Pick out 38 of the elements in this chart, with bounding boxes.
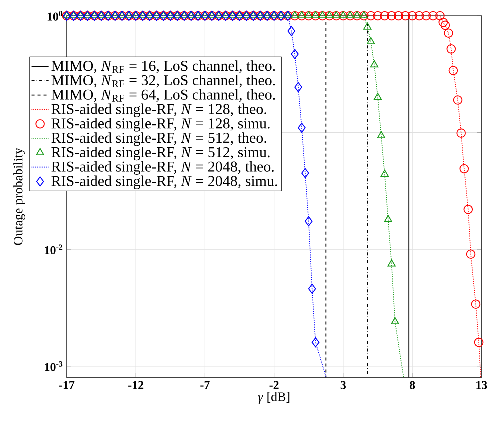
legend-label: MIMO, N$_{RF}$ = 16, LoS channel, theo. xyxy=(52,60,276,74)
point xyxy=(312,338,320,348)
legend-label: MIMO, N$_{RF}$ = 64, LoS channel, theo. xyxy=(52,90,276,102)
x-tick-label: -17 xyxy=(59,381,75,390)
legend-label: RIS-aided single-RF, N = 512, simu. xyxy=(52,147,270,161)
point xyxy=(366,37,376,45)
point xyxy=(388,260,396,267)
x-tick-label: 13 xyxy=(476,381,488,390)
legend-label: RIS-aided single-RF, N = 128, simu. xyxy=(52,118,270,132)
point xyxy=(391,318,400,325)
legend-label: MIMO, N$_{RF}$ = 32, LoS channel, theo. xyxy=(52,75,276,88)
point xyxy=(298,123,306,134)
y-axis-title: Outage probability xyxy=(14,148,26,246)
point xyxy=(370,60,379,68)
point xyxy=(304,216,313,227)
point xyxy=(288,26,296,36)
legend-label: RIS-aided single-RF, N = 128, theo. xyxy=(52,104,266,118)
x-tick-label: 3 xyxy=(340,381,346,390)
x-tick-label: -7 xyxy=(200,381,210,390)
y-tick-label: 10$^{0}$ xyxy=(48,11,63,22)
y-tick-label: 10$^{-2}$ xyxy=(45,244,63,255)
y-tick-label: 10$^{-3}$ xyxy=(45,362,63,372)
x-axis-title: γ [dB] xyxy=(258,392,290,404)
point xyxy=(308,284,316,294)
point xyxy=(380,170,389,178)
legend-label: RIS-aided single-RF, N = 512, theo. xyxy=(52,132,266,146)
point xyxy=(374,93,382,100)
x-tick-label: 8 xyxy=(410,381,416,390)
x-tick-label: -12 xyxy=(128,381,144,390)
legend-label: RIS-aided single-RF, N = 2048, simu. xyxy=(52,176,278,190)
legend-label: RIS-aided single-RF, N = 2048, theo. xyxy=(52,162,274,176)
point xyxy=(364,22,372,30)
point xyxy=(294,82,302,93)
point xyxy=(291,49,299,60)
x-tick-label: -2 xyxy=(270,381,279,390)
point xyxy=(302,168,310,178)
point xyxy=(384,215,392,222)
point xyxy=(377,131,386,139)
